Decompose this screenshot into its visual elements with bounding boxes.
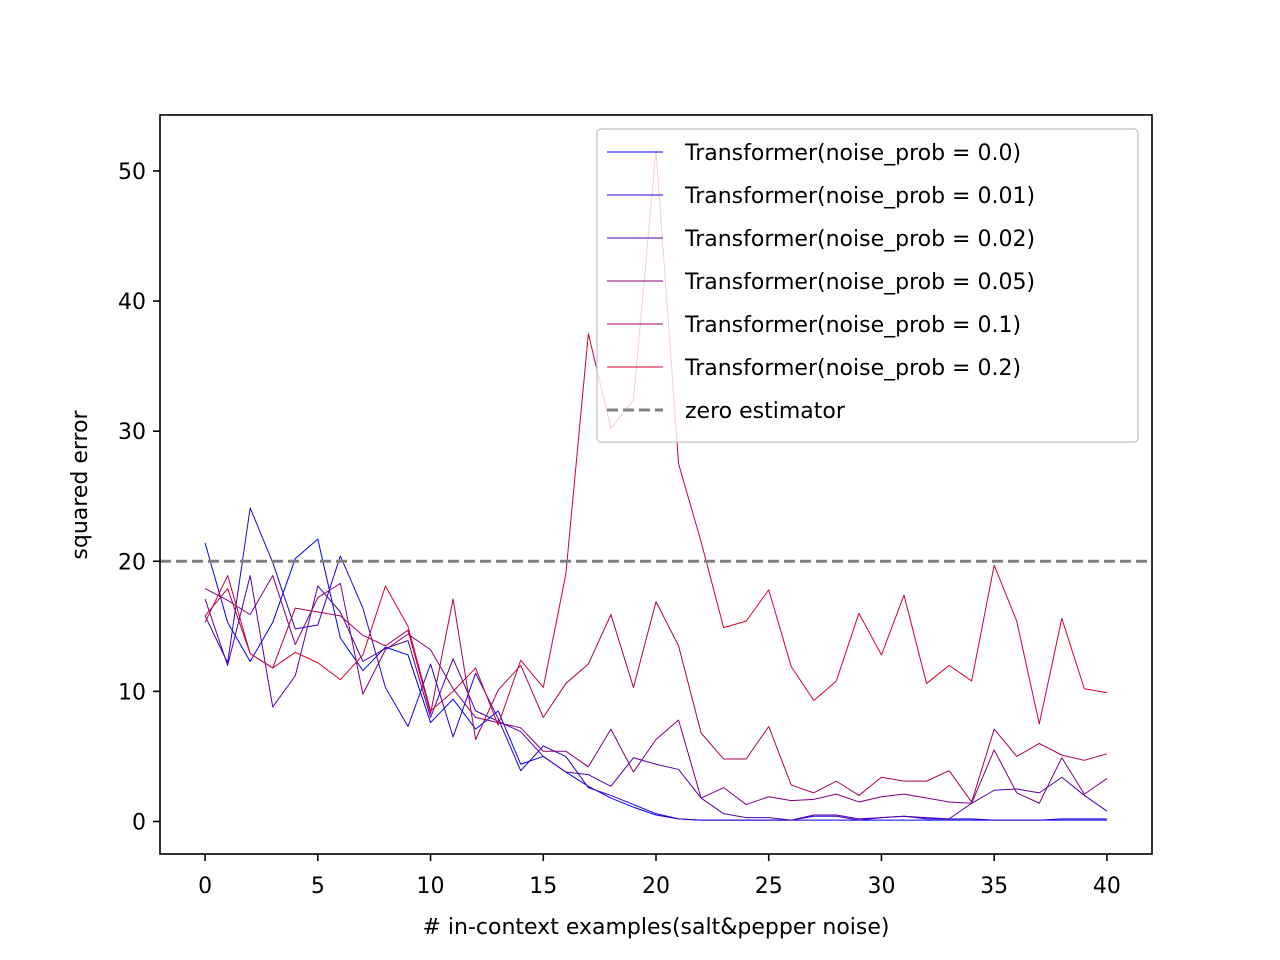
series-line xyxy=(204,575,1108,821)
x-tick-label: 35 xyxy=(980,874,1008,899)
y-axis-ticks: 0 10 20 30 40 50 xyxy=(118,160,160,835)
legend-label: zero estimator xyxy=(685,399,846,424)
y-tick-label: 30 xyxy=(118,420,146,445)
legend: Transformer(noise_prob = 0.0) Transformer… xyxy=(596,128,1139,443)
legend-label: Transformer(noise_prob = 0.0) xyxy=(684,141,1021,166)
legend-label: Transformer(noise_prob = 0.02) xyxy=(684,227,1035,252)
x-tick-label: 5 xyxy=(311,874,325,899)
y-tick-label: 20 xyxy=(118,550,146,575)
y-tick-label: 40 xyxy=(118,290,146,315)
x-tick-label: 15 xyxy=(529,874,557,899)
legend-label: Transformer(noise_prob = 0.05) xyxy=(684,270,1035,295)
legend-box xyxy=(596,128,1139,443)
y-tick-label: 10 xyxy=(118,680,146,705)
y-tick-label: 0 xyxy=(132,810,146,835)
x-tick-label: 10 xyxy=(417,874,445,899)
legend-label: Transformer(noise_prob = 0.2) xyxy=(684,356,1021,381)
x-tick-label: 20 xyxy=(642,874,670,899)
y-tick-label: 50 xyxy=(118,160,146,185)
series-line xyxy=(204,588,1108,803)
series-line xyxy=(204,507,1107,821)
x-axis-label: # in-context examples(salt&pepper noise) xyxy=(422,915,889,940)
x-axis-ticks: 0 5 10 15 20 25 30 35 40 xyxy=(198,854,1121,899)
legend-label: Transformer(noise_prob = 0.01) xyxy=(684,184,1035,209)
x-tick-label: 30 xyxy=(867,874,895,899)
x-tick-label: 25 xyxy=(755,874,783,899)
x-tick-label: 0 xyxy=(198,874,212,899)
legend-label: Transformer(noise_prob = 0.1) xyxy=(684,313,1021,338)
series-line xyxy=(204,538,1107,821)
series-line xyxy=(204,575,1108,806)
y-axis-label: squared error xyxy=(68,409,93,559)
x-tick-label: 40 xyxy=(1093,874,1121,899)
